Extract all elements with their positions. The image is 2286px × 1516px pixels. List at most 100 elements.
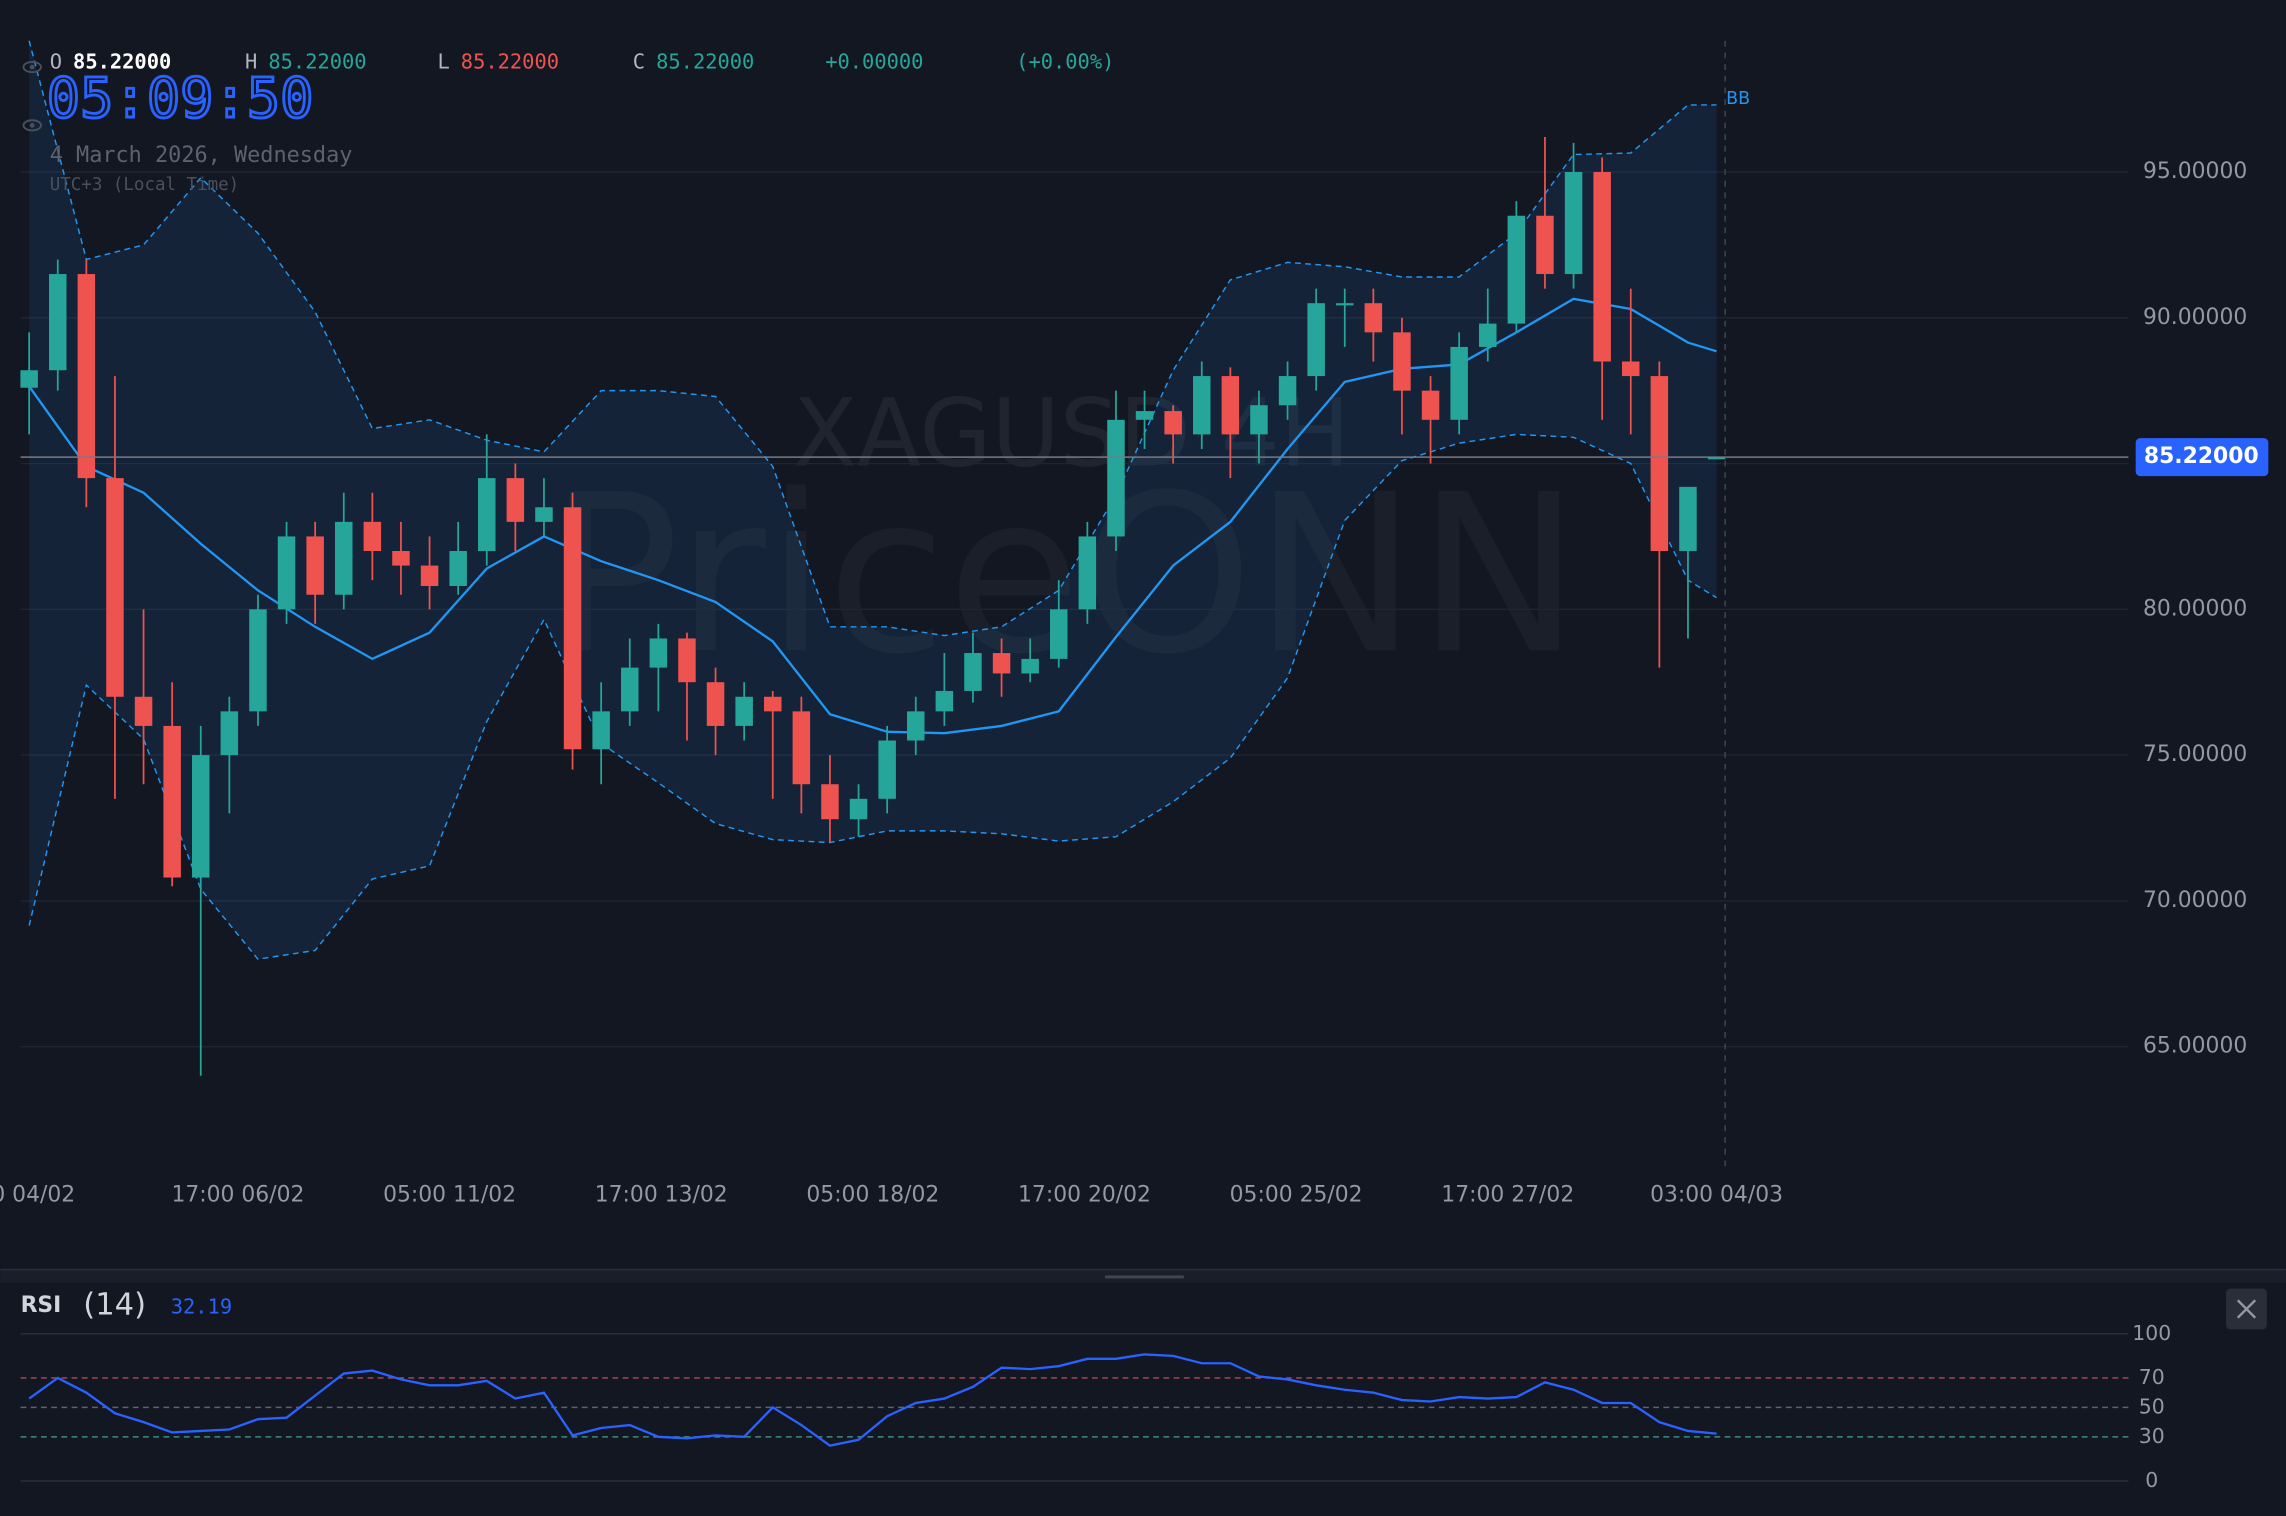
candle-body (907, 711, 925, 741)
open-value: 85.22000 (73, 50, 171, 74)
candle-body (1593, 172, 1611, 362)
low-value: 85.22000 (461, 50, 559, 74)
change-percent: (+0.00%) (1016, 50, 1114, 74)
candle-body (764, 696, 782, 712)
candle-body (277, 536, 296, 610)
change-value: +0.00000 (825, 50, 923, 74)
candle-body (1193, 376, 1211, 435)
y-tick-label: 65.00000 (2143, 1034, 2247, 1059)
candle-body (77, 274, 96, 479)
candle-body (1250, 405, 1268, 435)
band-fill (29, 40, 1717, 960)
candle-body (592, 711, 610, 750)
candle-body (163, 725, 181, 878)
x-tick-label: 17:00 06/02 (171, 1182, 304, 1207)
high-label: H (245, 50, 257, 74)
candle-body (1564, 172, 1583, 275)
eye-icon[interactable] (22, 119, 42, 132)
y-tick-label: 95.00000 (2143, 159, 2247, 184)
rsi-tick-label: 100 (2132, 1321, 2171, 1345)
candle-body (220, 711, 239, 756)
candle-body (878, 740, 896, 799)
rsi-pane: RSI (14) 32.19 0 30 50 70 100 (20, 1288, 2171, 1492)
candle-body (1507, 215, 1526, 324)
eye-icon[interactable] (22, 61, 42, 74)
header: O 85.22000 H 85.22000 L 85.22000 C 85.22… (22, 50, 1114, 195)
candle-body (1278, 376, 1297, 406)
candle-body (1107, 419, 1125, 537)
candle-body (964, 653, 982, 691)
candle-body (106, 478, 124, 697)
candle-body (1421, 390, 1440, 420)
candle-body (392, 551, 410, 566)
candle-body (1164, 411, 1182, 435)
band-label: BB (1726, 89, 1750, 109)
y-tick-label: 90.00000 (2143, 305, 2247, 330)
candle-body (992, 653, 1011, 674)
candle-body (20, 370, 38, 388)
band-lower (28, 433, 1717, 960)
candle-body (49, 274, 67, 371)
last-price-label: 85.22000 (2144, 444, 2259, 469)
rsi-value: 32.19 (171, 1295, 232, 1319)
candle-body (420, 565, 439, 586)
candle-body (935, 690, 954, 712)
candle-body (249, 609, 267, 712)
candle-body (792, 711, 811, 785)
clock: 05:09:50 (47, 67, 314, 131)
date: 4 March 2026, Wednesday (50, 143, 353, 168)
rsi-tick-label: 30 (2139, 1424, 2165, 1448)
candle-body (335, 521, 353, 595)
x-tick-label: 05:00 18/02 (806, 1182, 939, 1207)
pane-separator (0, 1268, 2286, 1283)
candle-body (1536, 215, 1554, 275)
candle-body (1650, 376, 1669, 552)
candle-body (1393, 332, 1411, 391)
candle-body (478, 478, 496, 552)
candle-body (1479, 323, 1497, 347)
open-label: O (50, 50, 62, 74)
last-price-box (2135, 438, 2269, 477)
timezone: UTC+3 (Local Time) (50, 175, 239, 195)
y-tick-label: 80.00000 (2143, 596, 2247, 621)
candle-body (306, 536, 324, 595)
candle-body (506, 478, 525, 522)
band-upper (28, 40, 1717, 637)
candle-body (1050, 609, 1068, 659)
y-tick-label: 70.00000 (2143, 888, 2247, 913)
candle-body (563, 507, 582, 750)
close-value: 85.22000 (656, 50, 754, 74)
rsi-line (28, 1353, 1717, 1447)
low-label: L (437, 50, 449, 74)
candle-body (821, 784, 839, 820)
x-tick-label: 17:00 13/02 (595, 1182, 728, 1207)
candle-body (1364, 303, 1383, 333)
candle-body (849, 798, 868, 820)
rsi-tick-label: 50 (2139, 1394, 2165, 1418)
candle-body (1450, 346, 1468, 420)
candle-body (678, 638, 696, 683)
candle-body (1307, 303, 1325, 377)
x-tick-label: 05:00 11/02 (383, 1182, 516, 1207)
candle-body (535, 507, 553, 522)
candle-body (706, 682, 725, 726)
rsi-title: RSI (21, 1293, 62, 1318)
close-button[interactable] (2226, 1288, 2267, 1330)
x-tick-label: 17:00 27/02 (1441, 1182, 1574, 1207)
candle-body (1707, 457, 1726, 460)
close-label: C (633, 50, 645, 74)
candle-body (735, 696, 753, 726)
candle-body (1622, 361, 1640, 377)
rsi-period: (14) (83, 1288, 146, 1323)
x-tick-label: 00 04/02 (0, 1182, 75, 1207)
candle-body (192, 755, 210, 878)
price-pane: XAGUSD 4HPriceONN65.0000070.0000075.0000… (0, 40, 2269, 1207)
candle-body (449, 551, 467, 586)
y-tick-label: 75.00000 (2143, 742, 2247, 767)
high-value: 85.22000 (268, 50, 366, 74)
candle-body (1221, 376, 1240, 435)
candle-body (649, 638, 668, 668)
candle-body (1021, 658, 1039, 674)
